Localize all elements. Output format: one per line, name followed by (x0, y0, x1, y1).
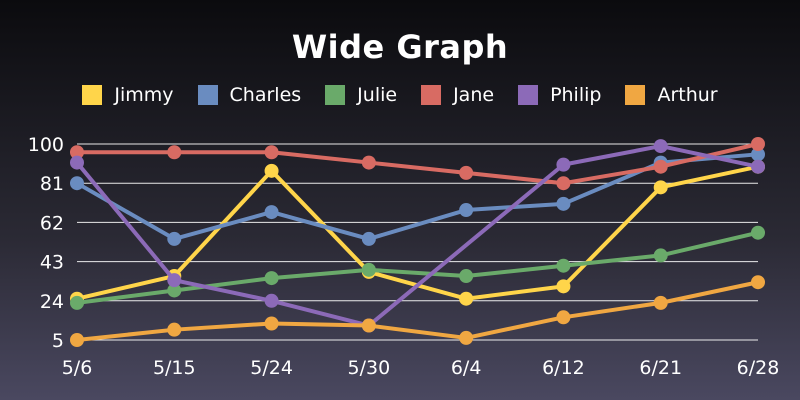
series-line-julie (75, 230, 760, 305)
legend-label-philip: Philip (550, 84, 602, 106)
data-point-jane (70, 145, 84, 160)
x-tick-label: 5/24 (250, 357, 293, 379)
data-point-jane (264, 145, 279, 160)
data-point-julie (751, 225, 765, 240)
legend-label-arthur: Arthur (657, 84, 718, 106)
data-point-jane (361, 155, 376, 170)
legend-swatch-arthur (625, 85, 646, 105)
legend-item-jimmy: Jimmy (82, 84, 174, 106)
data-point-jane (459, 165, 474, 180)
y-tick-label: 5 (52, 330, 64, 352)
series-line-jane (75, 142, 760, 186)
data-point-charles (70, 176, 84, 191)
legend-swatch-julie (325, 85, 346, 105)
data-point-charles (556, 196, 571, 211)
legend-swatch-philip (518, 85, 539, 105)
data-point-jane (653, 159, 668, 174)
data-point-philip (556, 157, 571, 172)
legend-item-charles: Charles (197, 84, 302, 106)
x-tick-label: 6/4 (451, 357, 482, 379)
x-tick-label: 6/28 (737, 357, 780, 379)
data-point-arthur (70, 333, 84, 347)
data-point-charles (167, 231, 182, 246)
legend-item-philip: Philip (518, 84, 601, 106)
data-point-charles (751, 147, 765, 162)
chart-title: Wide Graph (291, 28, 509, 66)
x-tick-label: 5/30 (348, 357, 391, 379)
data-point-arthur (264, 316, 279, 331)
y-tick-label: 43 (40, 252, 64, 274)
data-point-philip (70, 155, 84, 170)
x-tick-label: 6/12 (542, 357, 585, 379)
data-point-julie (361, 262, 376, 277)
data-point-charles (361, 231, 376, 246)
legend-swatch-jimmy (82, 85, 103, 105)
y-tick-label: 24 (40, 291, 64, 313)
data-point-jimmy (264, 163, 279, 178)
series-line-arthur (75, 280, 760, 342)
x-tick-label: 5/6 (62, 357, 93, 379)
legend-swatch-jane (421, 85, 442, 105)
legend-item-jane: Jane (421, 84, 494, 106)
data-point-jane (751, 137, 765, 151)
data-point-jimmy (556, 279, 571, 294)
data-point-julie (459, 269, 474, 284)
data-point-jane (167, 145, 182, 160)
legend-label-charles: Charles (229, 84, 302, 106)
legend: Jimmy Charles Julie Jane Philip Arthur (0, 84, 800, 106)
data-point-philip (167, 273, 182, 288)
data-point-charles (264, 205, 279, 220)
data-point-julie (70, 295, 84, 310)
data-point-philip (264, 293, 279, 308)
y-tick-label: 100 (28, 134, 64, 156)
data-point-julie (167, 283, 182, 298)
data-point-arthur (751, 275, 765, 290)
data-point-julie (556, 258, 571, 273)
data-point-jane (556, 176, 571, 191)
data-point-philip (751, 159, 765, 174)
data-point-philip (653, 139, 668, 154)
legend-label-jimmy: Jimmy (114, 84, 174, 106)
data-point-arthur (556, 310, 571, 325)
data-point-arthur (167, 322, 182, 337)
y-tick-label: 62 (40, 212, 64, 234)
legend-item-arthur: Arthur (625, 84, 718, 106)
data-point-arthur (459, 330, 474, 345)
x-tick-label: 5/15 (153, 357, 196, 379)
data-point-charles (459, 203, 474, 218)
legend-item-julie: Julie (325, 84, 397, 106)
data-point-arthur (653, 295, 668, 310)
data-point-julie (653, 248, 668, 263)
data-point-jimmy (653, 180, 668, 195)
data-point-jimmy (459, 291, 474, 306)
legend-label-jane: Jane (453, 84, 495, 106)
data-point-julie (264, 271, 279, 286)
legend-swatch-charles (197, 85, 218, 105)
data-point-arthur (361, 318, 376, 333)
x-tick-label: 6/21 (639, 357, 682, 379)
y-tick-label: 81 (40, 173, 64, 195)
legend-label-julie: Julie (357, 84, 398, 106)
